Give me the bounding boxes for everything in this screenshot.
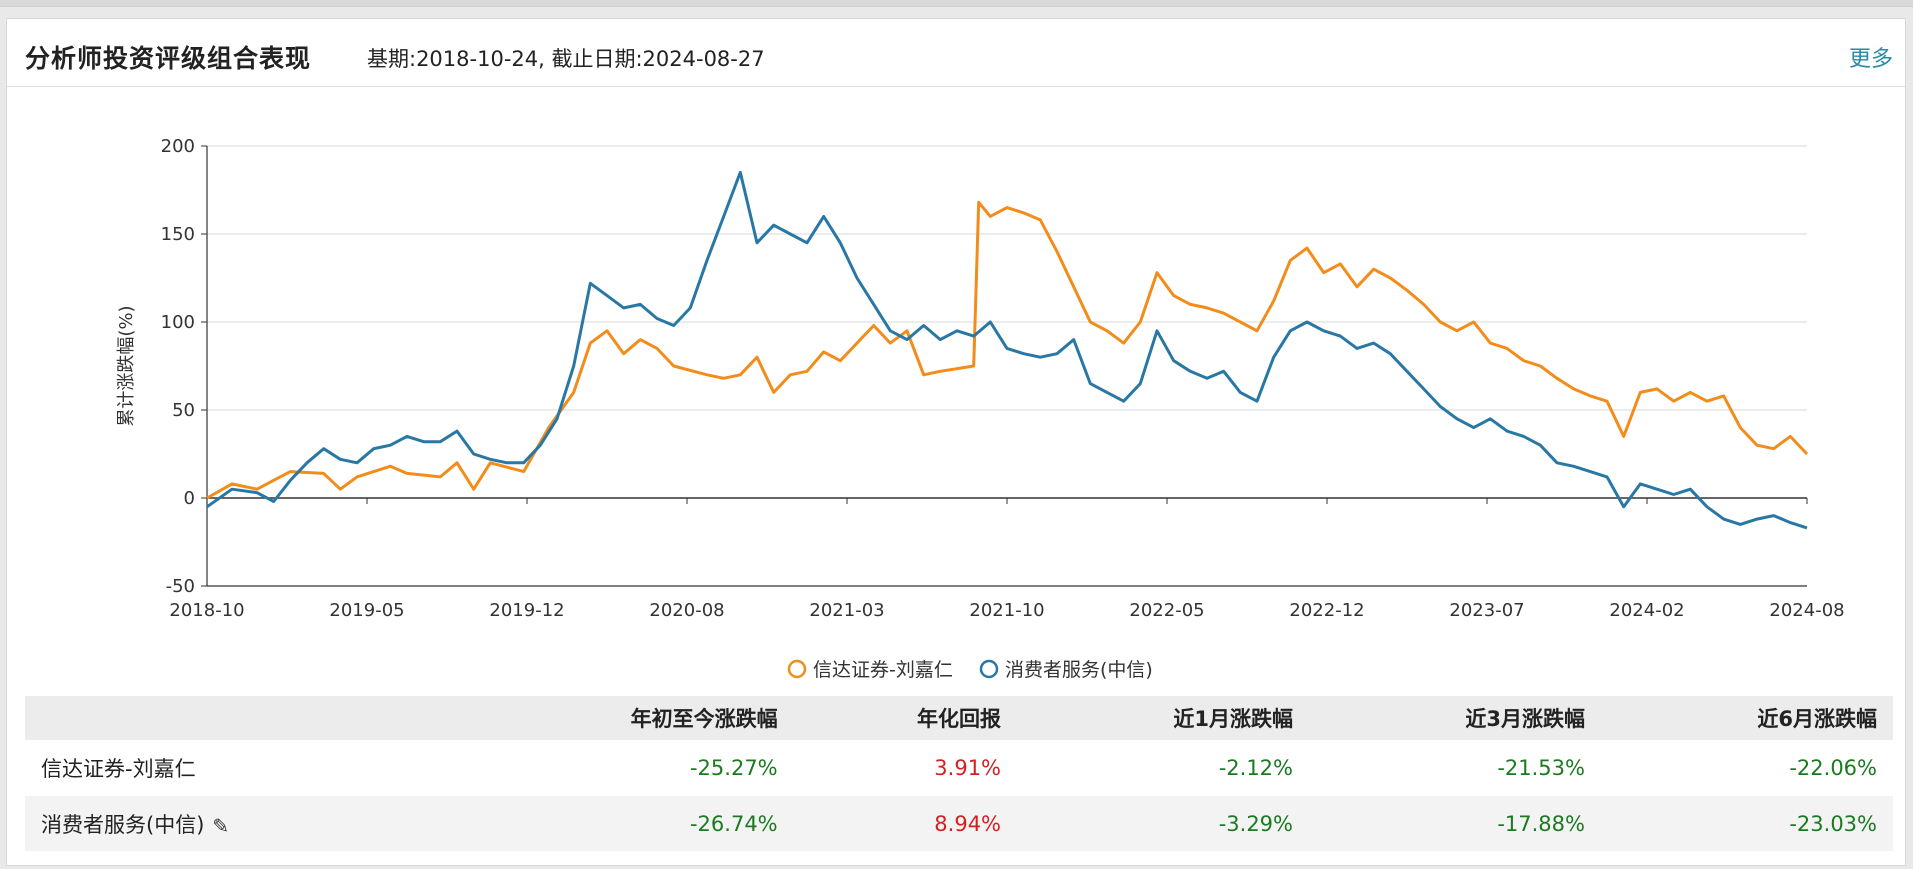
row-name: 信达证券-刘嘉仁	[25, 740, 449, 796]
legend-label: 消费者服务(中信)	[1005, 659, 1153, 681]
table-header-name	[25, 696, 449, 740]
x-tick-label: 2022-05	[1129, 600, 1204, 621]
y-tick-label: 50	[172, 400, 195, 421]
y-tick-label: 200	[161, 136, 195, 157]
pencil-icon[interactable]: ✎	[212, 813, 230, 838]
y-axis-label: 累计涨跌幅(%)	[116, 305, 137, 426]
legend-marker	[979, 659, 999, 679]
row-name: 消费者服务(中信) ✎	[25, 795, 449, 852]
x-tick-label: 2024-08	[1769, 600, 1844, 621]
row-annual: 3.91%	[793, 740, 1018, 796]
y-tick-label: 150	[161, 224, 195, 245]
x-tick-label: 2020-08	[649, 600, 724, 621]
x-tick-label: 2018-10	[169, 600, 244, 621]
top-scroll-edge	[0, 0, 1913, 7]
row-ytd: -26.74%	[448, 795, 794, 852]
y-tick-label: 100	[161, 312, 195, 333]
row-3m: -21.53%	[1309, 740, 1601, 796]
table-header-annual: 年化回报	[793, 696, 1018, 740]
x-tick-label: 2019-12	[489, 600, 564, 621]
x-tick-label: 2021-10	[969, 600, 1044, 621]
row-ytd: -25.27%	[448, 740, 794, 796]
table-header-row: 年初至今涨跌幅 年化回报 近1月涨跌幅 近3月涨跌幅 近6月涨跌幅	[25, 696, 1893, 740]
table-header-ytd: 年初至今涨跌幅	[448, 696, 794, 740]
x-tick-label: 2021-03	[809, 600, 884, 621]
x-tick-label: 2019-05	[329, 600, 404, 621]
legend-label: 信达证券-刘嘉仁	[813, 659, 953, 681]
panel-header: 分析师投资评级组合表现 基期:2018-10-24, 截止日期:2024-08-…	[7, 19, 1905, 87]
table-row: 消费者服务(中信) ✎ -26.74% 8.94% -3.29% -17.88% …	[25, 795, 1893, 852]
row-6m: -22.06%	[1600, 740, 1893, 796]
row-name-text: 消费者服务(中信)	[41, 812, 205, 837]
y-tick-label: 0	[184, 488, 195, 509]
legend-marker	[787, 659, 807, 679]
x-tick-label: 2022-12	[1289, 600, 1364, 621]
row-1m: -3.29%	[1017, 795, 1309, 852]
table-header-3m: 近3月涨跌幅	[1309, 696, 1601, 740]
performance-line-chart: -50 0 50 100 150 200 2018-10 2019-05 2019-12 2020…	[116, 136, 1845, 681]
x-tick-label: 2024-02	[1609, 600, 1684, 621]
table-row: 信达证券-刘嘉仁 -25.27% 3.91% -2.12% -21.53% -2…	[25, 740, 1893, 796]
more-link[interactable]: 更多	[1848, 47, 1893, 72]
y-tick-label: -50	[166, 576, 195, 597]
x-tick-label: 2023-07	[1449, 600, 1524, 621]
row-3m: -17.88%	[1309, 795, 1601, 852]
row-1m: -2.12%	[1017, 740, 1309, 796]
series-line-1	[206, 170, 1808, 530]
series-line-0	[206, 200, 1809, 500]
row-annual: 8.94%	[793, 795, 1018, 852]
panel-subtitle: 基期:2018-10-24, 截止日期:2024-08-27	[367, 47, 765, 71]
analyst-portfolio-panel: 分析师投资评级组合表现 基期:2018-10-24, 截止日期:2024-08-…	[6, 18, 1906, 866]
performance-table: 年初至今涨跌幅 年化回报 近1月涨跌幅 近3月涨跌幅 近6月涨跌幅 信达证券-刘…	[25, 696, 1893, 852]
table-header-6m: 近6月涨跌幅	[1600, 696, 1893, 740]
table-header-1m: 近1月涨跌幅	[1017, 696, 1309, 740]
panel-title: 分析师投资评级组合表现	[25, 44, 312, 73]
row-6m: -23.03%	[1600, 795, 1893, 852]
